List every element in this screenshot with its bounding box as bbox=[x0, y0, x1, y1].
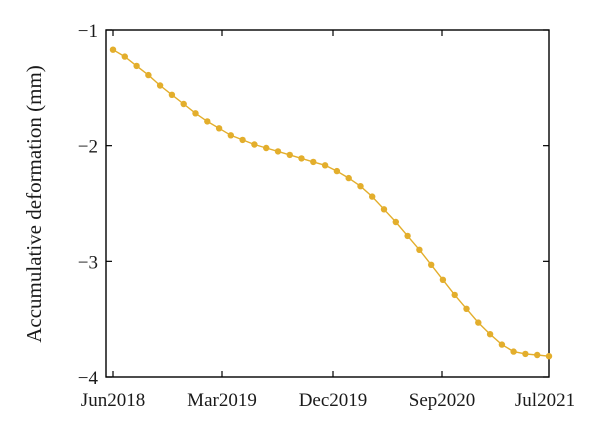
data-point bbox=[369, 193, 376, 200]
data-point bbox=[416, 246, 423, 253]
data-point bbox=[145, 71, 152, 79]
data-point bbox=[156, 82, 164, 89]
data-point bbox=[380, 206, 388, 213]
data-point bbox=[121, 53, 128, 60]
data-point bbox=[192, 110, 199, 117]
series-line bbox=[112, 49, 550, 357]
data-point bbox=[545, 353, 553, 360]
data-point bbox=[251, 141, 258, 148]
data-point bbox=[180, 100, 187, 108]
data-point bbox=[475, 319, 482, 326]
data-point bbox=[133, 62, 140, 70]
x-tick-label: Mar2019 bbox=[187, 390, 257, 411]
data-point bbox=[498, 341, 506, 348]
x-tick-label: Dec2019 bbox=[299, 390, 368, 411]
data-point bbox=[392, 218, 399, 226]
y-tick-label: −2 bbox=[78, 137, 98, 158]
data-point bbox=[204, 118, 211, 125]
plot-frame bbox=[105, 29, 550, 378]
x-tick-label: Sep2020 bbox=[409, 390, 476, 411]
data-point bbox=[404, 232, 411, 240]
data-point bbox=[333, 167, 341, 175]
series-polyline bbox=[112, 49, 550, 357]
data-point bbox=[510, 348, 517, 355]
y-tick-label: −1 bbox=[78, 21, 98, 42]
y-tick-label: −3 bbox=[78, 252, 98, 273]
data-point bbox=[357, 183, 364, 190]
data-point bbox=[345, 174, 352, 182]
series-points bbox=[109, 46, 553, 360]
data-point bbox=[486, 331, 494, 338]
data-point bbox=[215, 125, 223, 132]
data-point bbox=[428, 261, 435, 268]
data-point bbox=[321, 162, 329, 169]
x-tick-label: Jul2021 bbox=[515, 390, 575, 411]
data-point bbox=[310, 158, 317, 166]
axis-ticks bbox=[106, 29, 549, 378]
data-point bbox=[109, 46, 117, 53]
data-point bbox=[227, 132, 234, 139]
data-point bbox=[274, 148, 282, 155]
data-point bbox=[168, 91, 176, 99]
data-point bbox=[263, 144, 270, 152]
data-point bbox=[522, 350, 529, 358]
y-tick-label: −4 bbox=[78, 368, 99, 389]
data-point bbox=[463, 305, 470, 312]
x-tick-label: Jun2018 bbox=[81, 390, 145, 411]
data-point bbox=[286, 151, 293, 159]
data-point bbox=[239, 136, 246, 144]
data-point bbox=[298, 155, 305, 162]
data-point bbox=[439, 276, 447, 283]
data-point bbox=[451, 291, 458, 299]
data-point bbox=[534, 351, 541, 359]
y-axis-title: Accumulative deformation (mm) bbox=[22, 65, 46, 343]
